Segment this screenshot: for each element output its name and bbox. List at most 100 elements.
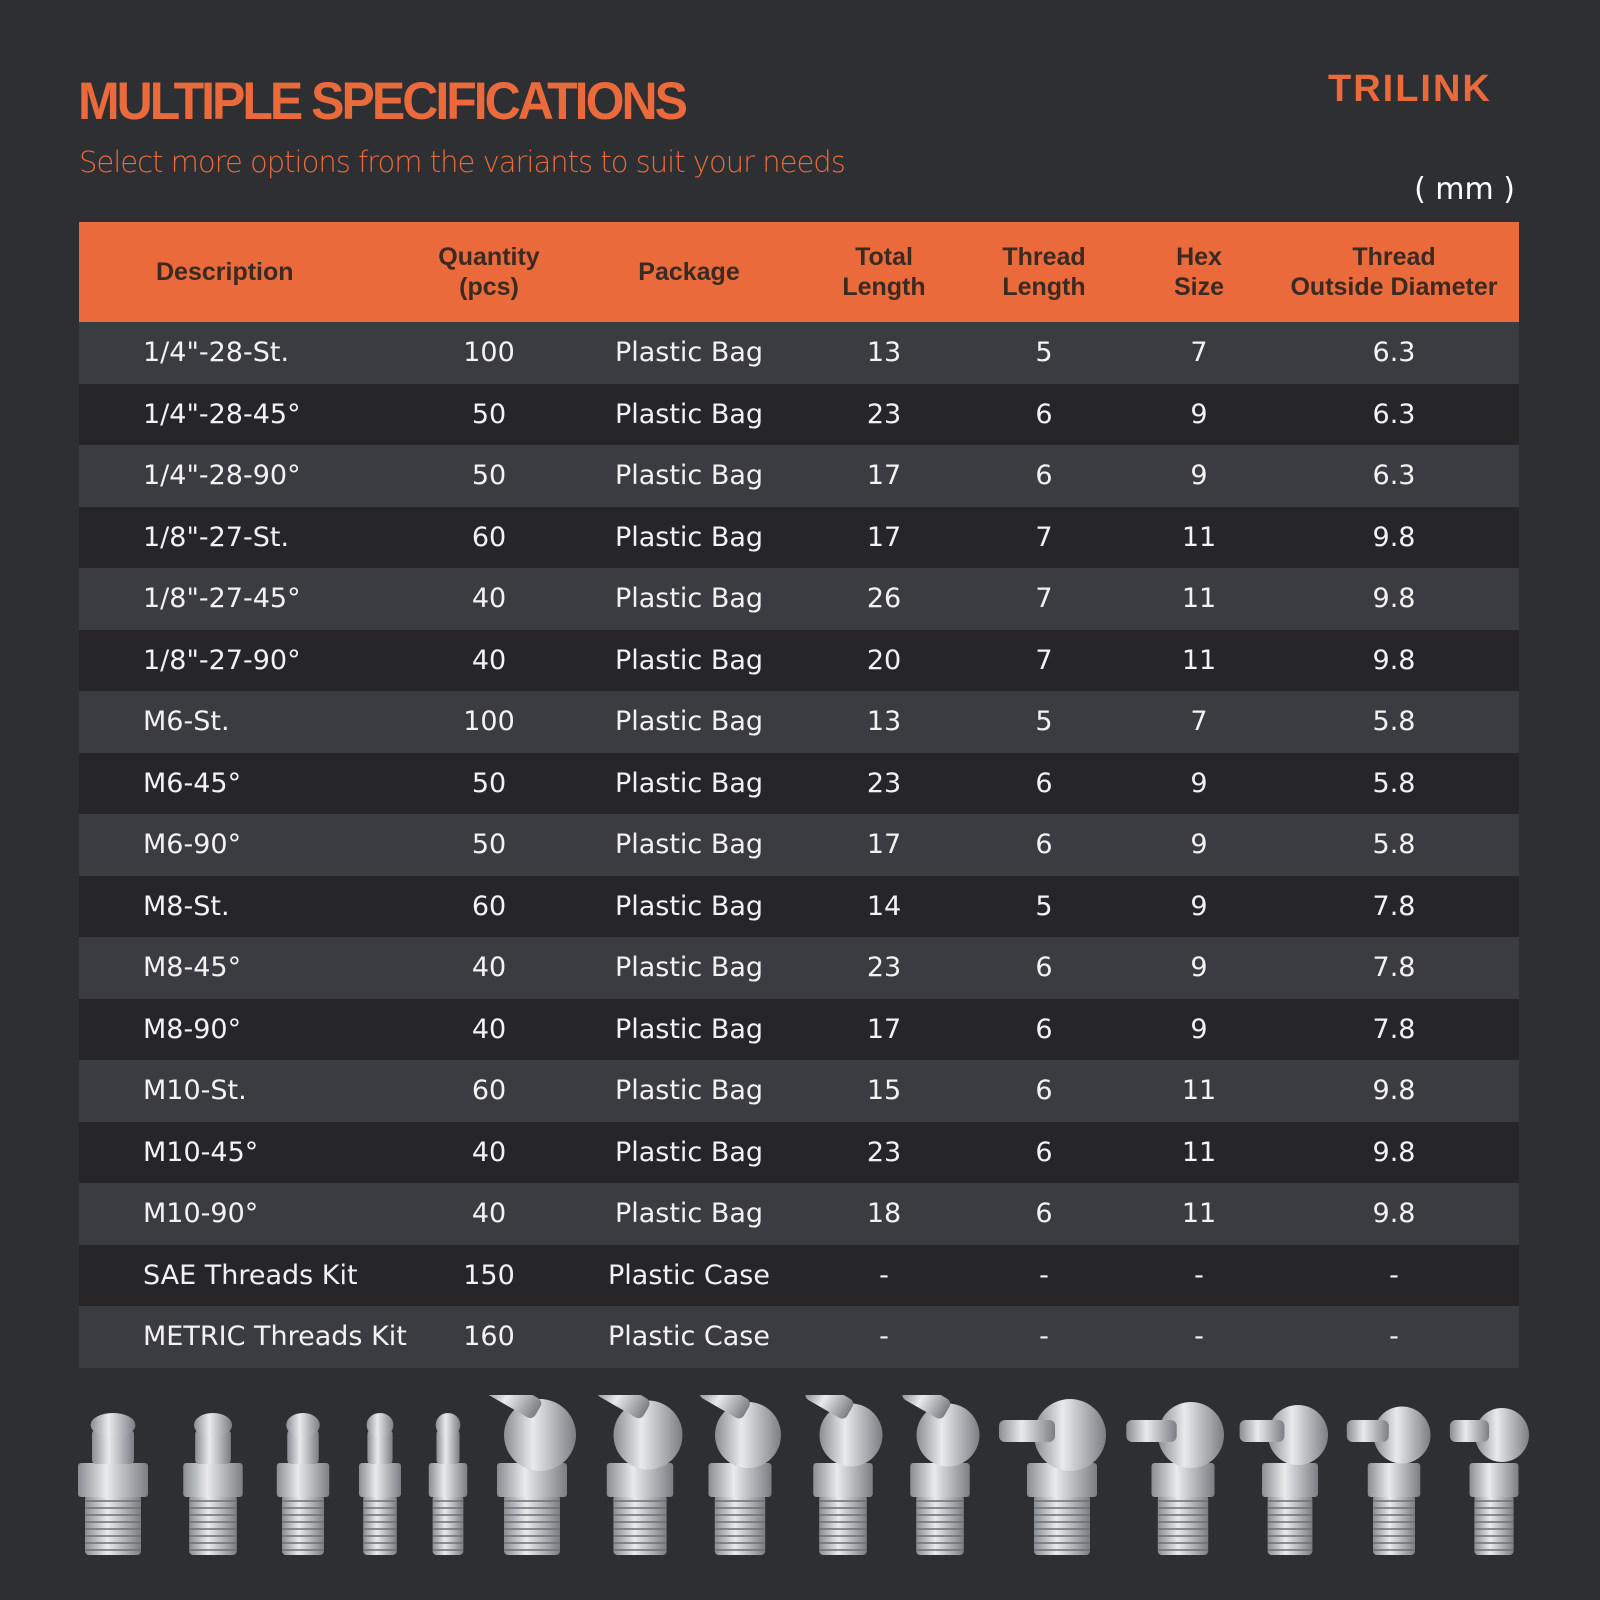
fitting-shape [1373, 1495, 1415, 1555]
table-cell: 23 [809, 383, 959, 445]
fitting-shape [714, 1495, 766, 1555]
table-cell: Plastic Case [569, 1306, 809, 1368]
table-cell: 6 [959, 1121, 1129, 1183]
table-cell: 6 [959, 752, 1129, 814]
table-cell: 7 [959, 568, 1129, 630]
table-cell: 13 [809, 322, 959, 384]
table-cell: 26 [809, 568, 959, 630]
fitting-shape [1474, 1495, 1514, 1555]
table-cell: METRIC Threads Kit [79, 1306, 409, 1368]
table-cell: 100 [409, 691, 569, 753]
table-cell: Plastic Bag [569, 1121, 809, 1183]
table-cell: 9 [1129, 752, 1269, 814]
fitting-shape [613, 1400, 683, 1470]
fitting-shape [805, 1395, 854, 1419]
fitting-shape [1158, 1402, 1224, 1468]
table-cell: Plastic Bag [569, 998, 809, 1060]
table-cell: 9 [1129, 814, 1269, 876]
fitting-shape [183, 1463, 243, 1497]
table-cell: Plastic Bag [569, 752, 809, 814]
table-cell: 6.3 [1269, 383, 1519, 445]
table-cell: 1/4"-28-90° [79, 445, 409, 507]
table-cell: M8-45° [79, 937, 409, 999]
table-cell: 9.8 [1269, 629, 1519, 691]
table-cell: 9 [1129, 445, 1269, 507]
fitting-shape [916, 1403, 980, 1467]
table-row: M10-90° 40 Plastic Bag 18 6 11 9.8 [79, 1183, 1519, 1245]
table-cell: 11 [1129, 506, 1269, 568]
table-cell: 7.8 [1269, 875, 1519, 937]
fitting-shape [1367, 1463, 1421, 1497]
table-cell: 17 [809, 445, 959, 507]
logo: TRILINK [1328, 68, 1492, 110]
table-cell: Plastic Bag [569, 383, 809, 445]
table-row: M6-90° 50 Plastic Bag 17 6 9 5.8 [79, 814, 1519, 876]
title: MULTIPLE SPECIFICATIONS [78, 71, 688, 131]
fitting-shape [435, 1413, 461, 1437]
table-row: 1/4"-28-St. 100 Plastic Bag 13 5 7 6.3 [79, 322, 1519, 384]
fitting-shape [486, 1395, 542, 1419]
table-cell: 1/4"-28-45° [79, 383, 409, 445]
table-cell: 5.8 [1269, 691, 1519, 753]
table-cell: 23 [809, 937, 959, 999]
column-header: Thread Outside Diameter [1269, 222, 1519, 322]
table-cell: 40 [409, 1121, 569, 1183]
table-cell: M10-90° [79, 1183, 409, 1245]
table-cell: Plastic Bag [569, 506, 809, 568]
fitting-shape [1267, 1495, 1313, 1555]
table-cell: 18 [809, 1183, 959, 1245]
table-cell: 40 [409, 937, 569, 999]
column-header: Thread Length [959, 222, 1129, 322]
table-cell: 5 [959, 691, 1129, 753]
fitting-shape [504, 1399, 576, 1471]
fitting-shape [363, 1495, 397, 1555]
table-cell: M10-St. [79, 1060, 409, 1122]
table-cell: 1/4"-28-St. [79, 322, 409, 384]
table-cell: 60 [409, 875, 569, 937]
table-row: METRIC Threads Kit 160 Plastic Case - - - - [79, 1306, 1519, 1368]
table-cell: 7 [1129, 691, 1269, 753]
fitting-shape [910, 1463, 970, 1497]
table-cell: 9.8 [1269, 1183, 1519, 1245]
fitting-shape [1373, 1406, 1431, 1464]
fitting-shape [699, 1395, 750, 1419]
fitting-shape [85, 1495, 141, 1555]
fitting-shape [1262, 1463, 1318, 1497]
fitting-shape [1027, 1463, 1097, 1497]
table-cell: 40 [409, 629, 569, 691]
fitting-shape [708, 1463, 772, 1497]
table-cell: M6-St. [79, 691, 409, 753]
fitting-shape [497, 1463, 567, 1497]
table-cell: 11 [1129, 1060, 1269, 1122]
header-row: Description Quantity (pcs) Package Total Le… [79, 222, 1519, 322]
table-cell: 6.3 [1269, 322, 1519, 384]
fitting-shape [1157, 1495, 1209, 1555]
table-cell: 6 [959, 998, 1129, 1060]
table-cell: 6 [959, 383, 1129, 445]
table-cell: 23 [809, 1121, 959, 1183]
table-cell: 7.8 [1269, 998, 1519, 1060]
table-cell: - [809, 1244, 959, 1306]
fitting-shape [436, 1430, 460, 1464]
table-cell: Plastic Bag [569, 1183, 809, 1245]
table-row: 1/4"-28-90° 50 Plastic Bag 17 6 9 6.3 [79, 445, 1519, 507]
table-cell: Plastic Case [569, 1244, 809, 1306]
fitting-shape [999, 1420, 1055, 1442]
table-cell: 23 [809, 752, 959, 814]
fitting-shape [366, 1413, 394, 1437]
table-cell: Plastic Bag [569, 875, 809, 937]
fitting-shape [1034, 1495, 1090, 1555]
fitting-shape [613, 1495, 667, 1555]
fitting-shape [90, 1413, 136, 1437]
fitting-shape [367, 1430, 393, 1464]
table-cell: 17 [809, 998, 959, 1060]
spec-table: Description Quantity (pcs) Package Total Le… [79, 222, 1519, 1368]
fitting-shape [92, 1430, 134, 1464]
table-cell: 9 [1129, 937, 1269, 999]
fitting-shape [1268, 1405, 1328, 1465]
fitting-shape [1239, 1420, 1285, 1442]
table-row: M10-45° 40 Plastic Bag 23 6 11 9.8 [79, 1121, 1519, 1183]
table-cell: M6-90° [79, 814, 409, 876]
table-row: 1/8"-27-90° 40 Plastic Bag 20 7 11 9.8 [79, 629, 1519, 691]
fitting-shape [916, 1495, 964, 1555]
